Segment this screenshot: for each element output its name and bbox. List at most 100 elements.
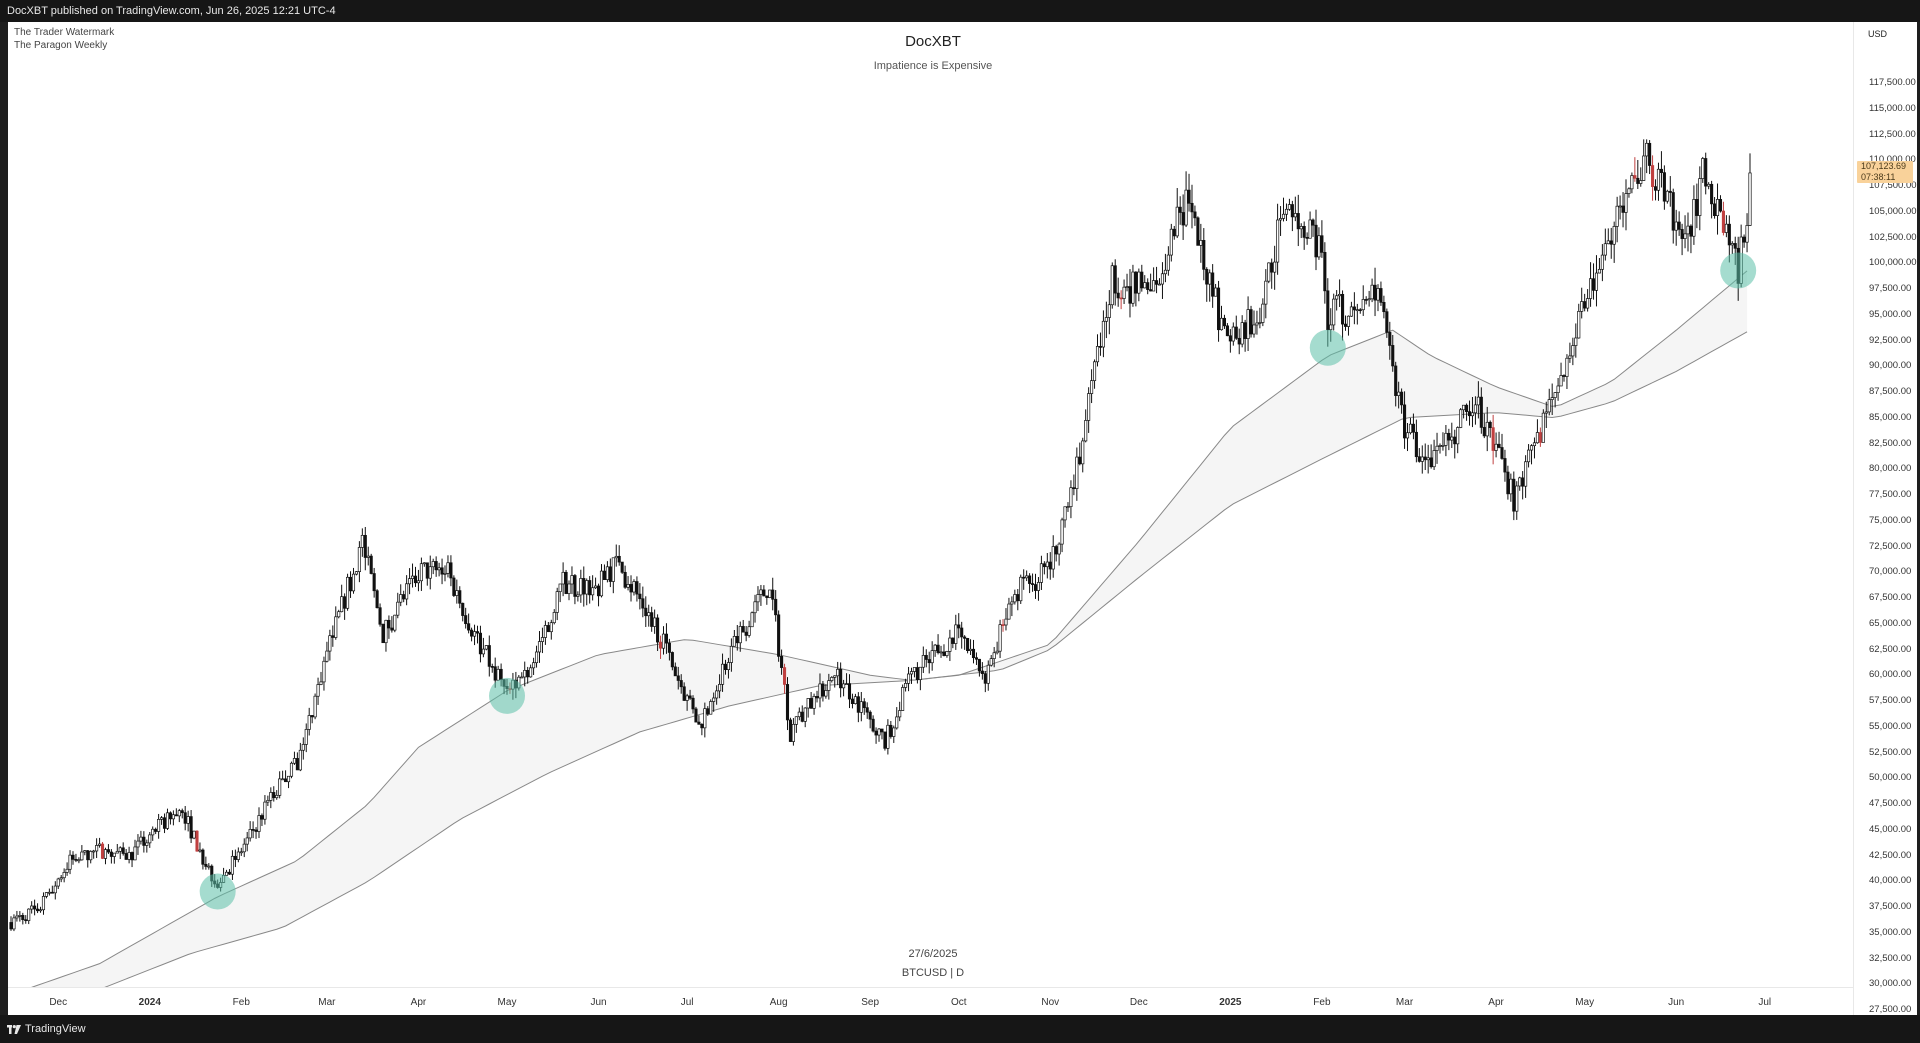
candle-body [248, 829, 252, 839]
candle-body [667, 642, 671, 653]
candle-body [1574, 337, 1578, 346]
candle-body [951, 637, 955, 644]
candle-body [1373, 284, 1377, 301]
candle-body [726, 662, 730, 671]
candle-body [44, 892, 48, 897]
candle-body [56, 878, 60, 887]
candle-body [1467, 411, 1472, 417]
candle-body [405, 583, 409, 600]
candle-body [540, 637, 544, 642]
candle-body [286, 775, 291, 783]
candle-body [1075, 456, 1079, 489]
candle-body [59, 877, 63, 880]
candle-body [1538, 432, 1542, 443]
candle-body [1267, 262, 1271, 282]
candle-body [989, 658, 993, 666]
candle-body [1211, 272, 1215, 297]
candle-body [1137, 271, 1141, 294]
candle-body [331, 635, 335, 638]
candle-body [809, 698, 813, 709]
tradingview-brand[interactable]: TradingView [7, 1023, 86, 1035]
candle-body [579, 578, 583, 596]
candle-body [1668, 190, 1672, 193]
candle-body [419, 563, 423, 582]
time-tick-label: Sep [861, 997, 880, 1008]
candle-body [1205, 268, 1209, 285]
candle-body [936, 644, 940, 653]
candle-body [1568, 355, 1572, 359]
candle-body [921, 655, 925, 668]
candle-body [278, 778, 282, 796]
candle-body [1559, 375, 1563, 387]
candle-body [1022, 576, 1026, 579]
candle-body [1208, 272, 1212, 285]
candle-body [1261, 303, 1265, 323]
candle-body [295, 758, 299, 771]
candle-body [1707, 183, 1711, 187]
candle-body [393, 614, 397, 631]
candle-body [1476, 396, 1480, 406]
time-tick-label: Mar [318, 997, 336, 1008]
candle-body [304, 729, 308, 745]
candle-body [1042, 563, 1046, 568]
candle-body [1078, 456, 1082, 465]
candle-body [930, 650, 934, 664]
candle-body [552, 612, 556, 624]
price-axis[interactable]: USD 117,500.00 115,000.00 112,500.00 110,00… [1853, 22, 1917, 1015]
candle-body [847, 683, 852, 700]
candle-body [865, 707, 869, 713]
candle-body [543, 625, 547, 638]
candle-body [1222, 317, 1227, 327]
chart-pane[interactable]: The Trader Watermark The Paragon Weekly … [8, 22, 1917, 1015]
candle-body [898, 710, 902, 718]
candle-body [1586, 298, 1590, 309]
candle-body [658, 641, 663, 649]
candle-body [1335, 295, 1339, 300]
candle-body [1287, 204, 1291, 210]
candle-body [53, 885, 57, 894]
candle-body [1048, 561, 1052, 570]
candle-body [712, 697, 716, 702]
candle-body [948, 637, 952, 652]
price-plot[interactable] [8, 22, 1853, 987]
candle-body [694, 708, 698, 723]
candle-body [833, 675, 837, 678]
candle-body [36, 908, 40, 912]
time-axis[interactable]: Dec 2024 Feb Mar Apr May Jun Jul Aug Sep Oct Nov Dec… [8, 987, 1853, 1015]
candle-body [1293, 213, 1297, 218]
candle-body [103, 849, 108, 859]
candle-body [1547, 399, 1551, 413]
price-tick-label: 97,500.00 [1869, 283, 1912, 294]
candle-body [1411, 423, 1415, 433]
candle-body [720, 663, 725, 685]
candle-body [484, 645, 488, 650]
candle-body [1662, 172, 1666, 202]
time-tick-label: Dec [1129, 997, 1148, 1008]
candle-body [924, 655, 928, 660]
candle-body [842, 683, 846, 689]
candle-body [1190, 202, 1194, 213]
candle-body [1565, 357, 1569, 377]
price-tick-label: 105,000.00 [1869, 205, 1917, 217]
candle-body [1320, 235, 1324, 253]
candle-body [260, 815, 264, 820]
price-tick-label: 55,000.00 [1869, 720, 1912, 732]
candle-body [709, 701, 713, 715]
touch-highlight-circle [1309, 329, 1346, 366]
candle-body [909, 671, 914, 675]
candle-body [1491, 427, 1495, 451]
candle-body [1453, 436, 1457, 445]
candle-body [50, 891, 54, 894]
candle-body [467, 623, 471, 631]
candle-body [18, 915, 22, 917]
candle-body [1104, 317, 1108, 322]
candle-body [576, 594, 580, 597]
candle-body [1718, 199, 1723, 212]
candle-body [148, 834, 152, 844]
candle-body [1417, 456, 1421, 462]
candle-body [573, 575, 577, 597]
candle-body [1093, 361, 1097, 381]
candle-body [62, 872, 66, 879]
candle-body [168, 812, 172, 820]
candle-body [157, 819, 161, 832]
